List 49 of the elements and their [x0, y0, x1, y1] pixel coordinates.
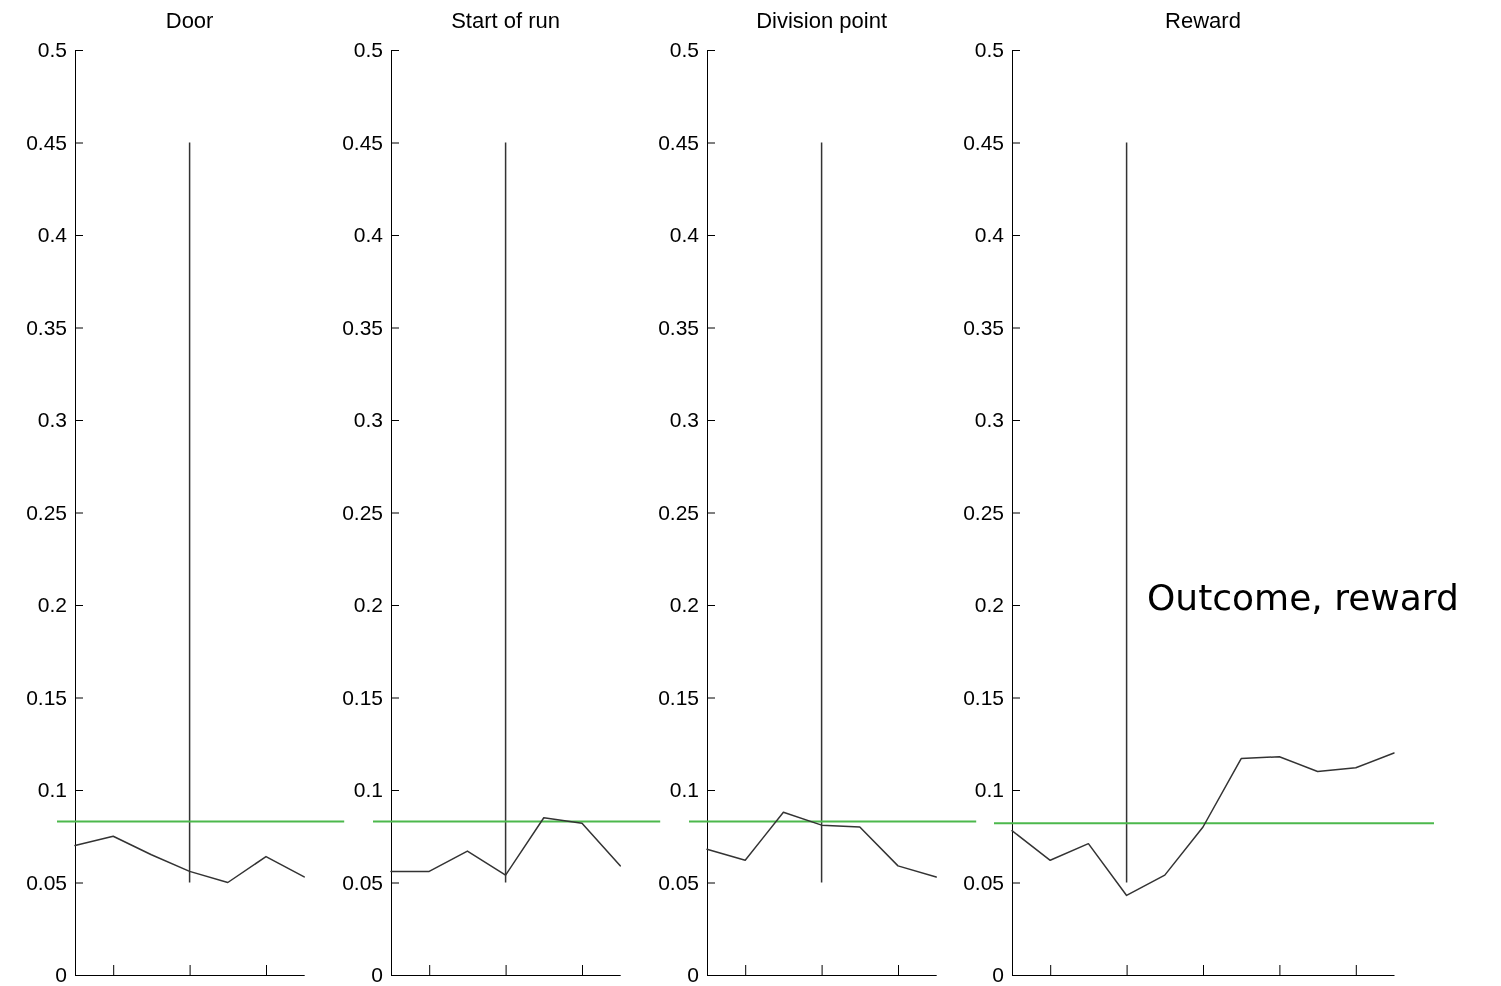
y-tick-label: 0.05	[26, 870, 67, 894]
y-tick-label: 0.2	[974, 593, 1004, 617]
y-tick-label: 0.15	[963, 685, 1004, 709]
y-tick-label: 0.35	[963, 315, 1004, 339]
y-tick-label: 0	[687, 963, 699, 986]
y-tick-label: 0	[371, 963, 383, 986]
y-tick-label: 0.1	[37, 778, 67, 802]
y-tick-label: 0.2	[353, 593, 383, 617]
y-tick-label: 0.1	[669, 778, 699, 802]
y-tick-label: 0.3	[669, 408, 699, 432]
y-tick-label: 0.5	[669, 38, 699, 62]
y-tick-label: 0.2	[669, 593, 699, 617]
y-tick-label: 0.45	[342, 130, 383, 154]
y-tick-label: 0.3	[974, 408, 1004, 432]
y-tick-label: 0.5	[974, 38, 1004, 62]
y-tick-label: 0.25	[963, 500, 1004, 524]
chart-title: Door	[165, 8, 214, 33]
y-tick-label: 0.1	[974, 778, 1004, 802]
y-tick-label: 0.3	[37, 408, 67, 432]
y-tick-label: 0	[992, 963, 1004, 986]
y-tick-label: 0	[55, 963, 67, 986]
y-tick-label: 0.25	[26, 500, 67, 524]
y-tick-label: 0.15	[342, 685, 383, 709]
y-tick-label: 0.4	[353, 223, 384, 247]
y-tick-label: 0.4	[37, 223, 68, 247]
y-tick-label: 0.35	[26, 315, 67, 339]
y-tick-label: 0.05	[963, 870, 1004, 894]
y-tick-label: 0.2	[37, 593, 67, 617]
y-tick-label: 0.1	[353, 778, 383, 802]
y-tick-label: 0.05	[342, 870, 383, 894]
y-tick-label: 0.5	[353, 38, 383, 62]
chart-title: Division point	[756, 8, 888, 33]
y-tick-label: 0.15	[658, 685, 699, 709]
y-tick-label: 0.3	[353, 408, 383, 432]
y-tick-label: 0.45	[658, 130, 699, 154]
y-tick-label: 0.5	[37, 38, 67, 62]
y-tick-label: 0.4	[669, 223, 700, 247]
annotation: Outcome, reward	[1147, 577, 1459, 618]
y-tick-label: 0.15	[26, 685, 67, 709]
y-tick-label: 0.25	[658, 500, 699, 524]
y-tick-label: 0.45	[963, 130, 1004, 154]
y-tick-label: 0.4	[974, 223, 1005, 247]
y-tick-label: 0.45	[26, 130, 67, 154]
y-tick-label: 0.05	[658, 870, 699, 894]
y-tick-label: 0.35	[658, 315, 699, 339]
chart-title: Start of run	[451, 8, 561, 33]
y-tick-label: 0.25	[342, 500, 383, 524]
chart-title: Reward	[1165, 8, 1241, 33]
y-tick-label: 0.35	[342, 315, 383, 339]
